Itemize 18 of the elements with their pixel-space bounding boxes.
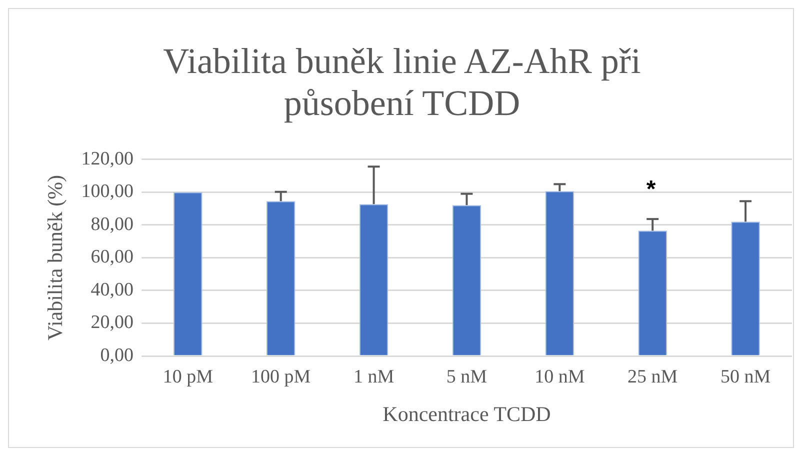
x-tick-label: 1 nM — [353, 366, 394, 388]
y-tick-label: 100,00 — [81, 181, 134, 202]
y-axis-title: Viabilita buněk (%) — [43, 174, 68, 340]
annotation: * — [645, 176, 657, 203]
x-axis-title: Koncentrace TCDD — [382, 402, 551, 426]
y-tick-label: 0,00 — [100, 344, 134, 366]
x-tick-label: 50 nM — [720, 366, 771, 388]
y-tick-label: 60,00 — [90, 246, 134, 268]
y-tick-label: 40,00 — [90, 279, 134, 300]
chart-title: Viabilita buněk linie AZ-AhR při působení TCDD — [162, 40, 642, 124]
x-tick-label: 10 nM — [534, 366, 585, 388]
y-tick-label: 120,00 — [81, 148, 134, 170]
x-tick-label: 5 nM — [446, 366, 488, 388]
y-tick-label: 20,00 — [90, 312, 134, 334]
x-tick-label: 25 nM — [628, 366, 678, 388]
y-tick-label: 80,00 — [90, 214, 134, 235]
x-tick-label: 100 pM — [251, 366, 311, 388]
x-tick-label: 10 pM — [162, 366, 214, 388]
